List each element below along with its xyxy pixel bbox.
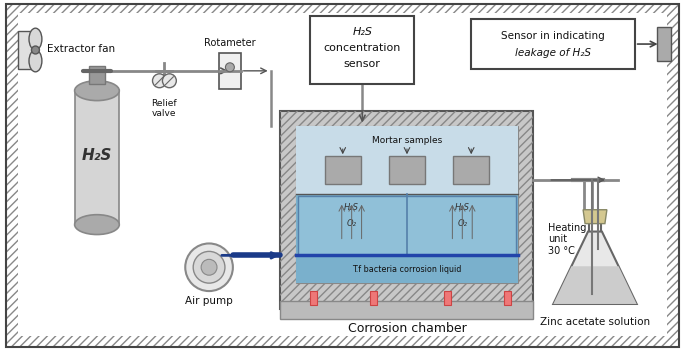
- FancyBboxPatch shape: [297, 194, 518, 283]
- Circle shape: [162, 74, 176, 88]
- Circle shape: [185, 244, 233, 291]
- FancyBboxPatch shape: [297, 126, 518, 283]
- Ellipse shape: [75, 81, 119, 101]
- Text: Rotameter: Rotameter: [204, 38, 256, 48]
- FancyBboxPatch shape: [471, 19, 635, 69]
- FancyBboxPatch shape: [299, 196, 516, 256]
- Text: Sensor in indicating: Sensor in indicating: [501, 31, 605, 41]
- FancyBboxPatch shape: [18, 31, 36, 69]
- Ellipse shape: [29, 28, 42, 50]
- Polygon shape: [553, 266, 636, 304]
- Text: H₂S: H₂S: [455, 203, 470, 212]
- Text: Zinc acetate solution: Zinc acetate solution: [540, 317, 650, 327]
- FancyBboxPatch shape: [280, 111, 534, 309]
- Ellipse shape: [29, 50, 42, 72]
- Text: O₂: O₂: [347, 219, 357, 228]
- FancyBboxPatch shape: [444, 291, 451, 305]
- Text: Relief
valve: Relief valve: [151, 99, 177, 118]
- Text: O₂: O₂: [458, 219, 467, 228]
- Circle shape: [32, 46, 40, 54]
- FancyBboxPatch shape: [310, 16, 414, 84]
- Polygon shape: [583, 210, 607, 224]
- FancyBboxPatch shape: [389, 156, 425, 184]
- Text: H₂S: H₂S: [82, 148, 112, 163]
- Text: Mortar samples: Mortar samples: [372, 136, 442, 145]
- Text: sensor: sensor: [344, 59, 381, 69]
- Circle shape: [201, 259, 217, 275]
- FancyBboxPatch shape: [89, 66, 105, 84]
- Text: T.f bacteria corrosion liquid: T.f bacteria corrosion liquid: [352, 265, 462, 274]
- Text: Corrosion chamber: Corrosion chamber: [347, 322, 466, 335]
- FancyBboxPatch shape: [18, 13, 667, 336]
- Text: leakage of H₂S: leakage of H₂S: [515, 48, 591, 58]
- FancyBboxPatch shape: [219, 53, 241, 89]
- FancyBboxPatch shape: [297, 126, 518, 194]
- Circle shape: [193, 251, 225, 283]
- Text: Extractor fan: Extractor fan: [47, 44, 116, 54]
- Polygon shape: [553, 232, 636, 304]
- Text: H₂S: H₂S: [352, 27, 373, 37]
- Ellipse shape: [75, 215, 119, 234]
- Text: Heating
unit
30 °C: Heating unit 30 °C: [549, 223, 587, 256]
- FancyBboxPatch shape: [75, 91, 119, 225]
- Circle shape: [225, 63, 234, 72]
- Text: Air pump: Air pump: [185, 296, 233, 306]
- Text: concentration: concentration: [323, 43, 401, 53]
- FancyBboxPatch shape: [658, 27, 671, 61]
- FancyBboxPatch shape: [370, 291, 377, 305]
- Text: H₂S: H₂S: [344, 203, 359, 212]
- FancyBboxPatch shape: [325, 156, 360, 184]
- Circle shape: [153, 74, 166, 88]
- FancyBboxPatch shape: [503, 291, 510, 305]
- FancyBboxPatch shape: [280, 301, 534, 319]
- FancyBboxPatch shape: [310, 291, 317, 305]
- FancyBboxPatch shape: [453, 156, 489, 184]
